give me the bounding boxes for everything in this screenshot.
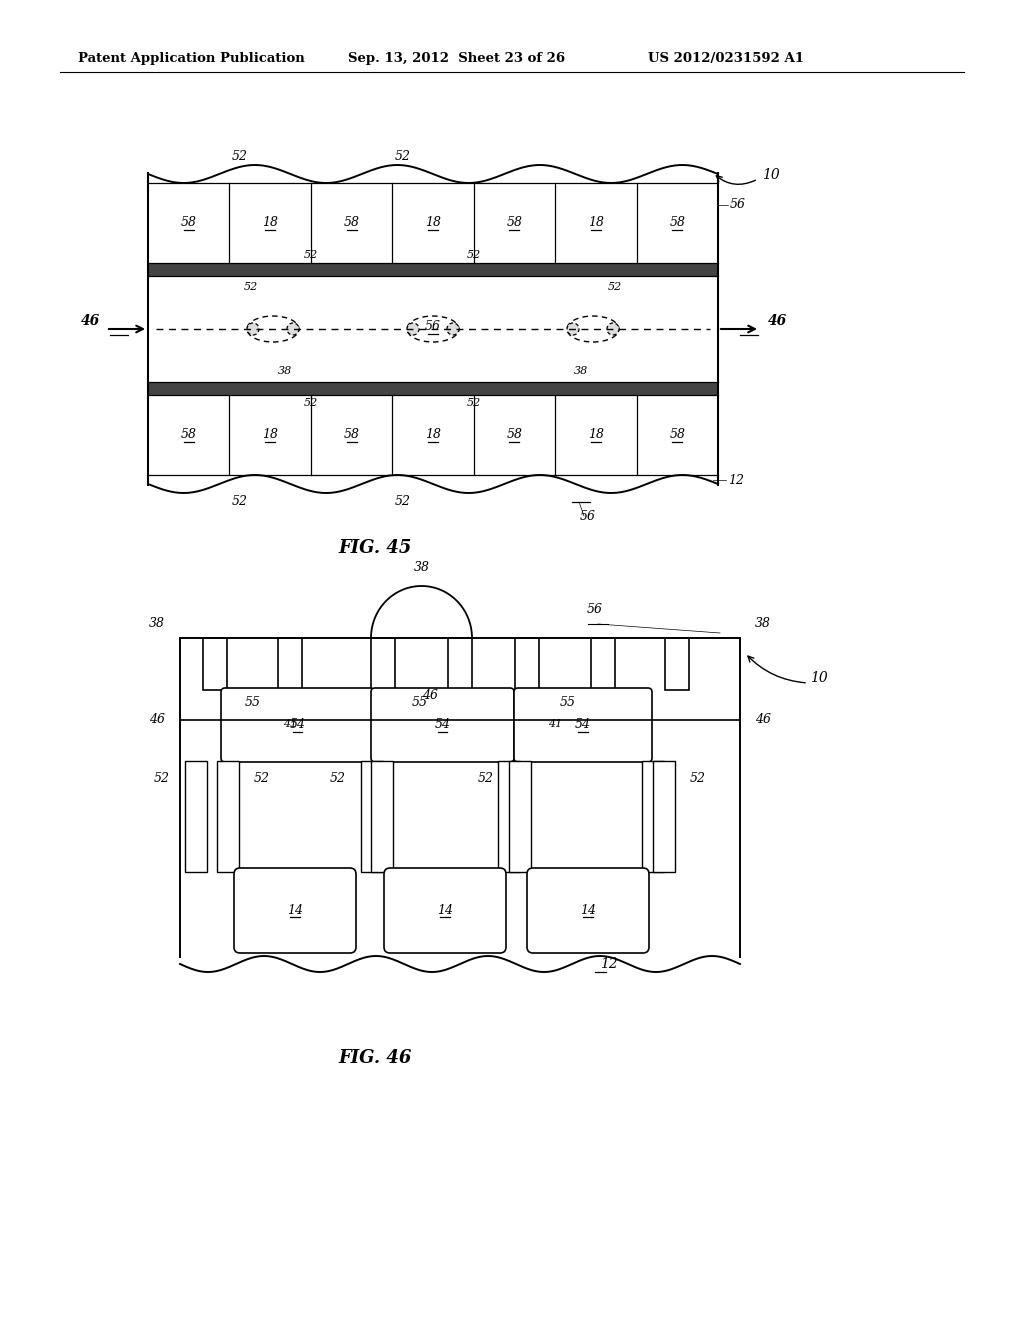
FancyBboxPatch shape — [527, 869, 649, 953]
Text: 58: 58 — [180, 216, 197, 230]
Text: 52: 52 — [478, 772, 494, 785]
Text: 46: 46 — [81, 314, 100, 327]
Ellipse shape — [407, 315, 459, 342]
Bar — [148, 263, 718, 276]
Circle shape — [607, 323, 618, 335]
Text: 38: 38 — [755, 616, 771, 630]
Text: 52: 52 — [330, 772, 346, 785]
Text: 52: 52 — [244, 282, 258, 292]
Circle shape — [567, 323, 579, 335]
Text: 10: 10 — [810, 671, 827, 685]
Text: 58: 58 — [670, 216, 685, 230]
Text: 18: 18 — [425, 429, 441, 441]
Text: 46: 46 — [150, 713, 165, 726]
Text: 58: 58 — [344, 216, 359, 230]
FancyBboxPatch shape — [234, 869, 356, 953]
Text: US 2012/0231592 A1: US 2012/0231592 A1 — [648, 51, 804, 65]
Text: 38: 38 — [573, 366, 588, 376]
FancyBboxPatch shape — [384, 869, 506, 953]
Text: 14: 14 — [287, 904, 303, 917]
Text: 52: 52 — [231, 150, 248, 162]
Text: 58: 58 — [180, 429, 197, 441]
Text: 56: 56 — [425, 321, 441, 334]
Text: 55: 55 — [560, 696, 575, 709]
FancyBboxPatch shape — [180, 638, 740, 960]
Text: 38: 38 — [278, 366, 292, 376]
Text: 46: 46 — [768, 314, 787, 327]
Bar — [361, 762, 383, 873]
Text: 58: 58 — [344, 429, 359, 441]
Text: 54: 54 — [575, 718, 591, 731]
Text: FIG. 45: FIG. 45 — [338, 539, 412, 557]
Text: 12: 12 — [600, 957, 617, 972]
Bar — [515, 638, 539, 690]
FancyBboxPatch shape — [514, 688, 652, 762]
Bar — [371, 638, 395, 690]
Text: 52: 52 — [394, 495, 411, 508]
Text: 14: 14 — [580, 904, 596, 917]
Bar — [498, 762, 520, 873]
Text: 52: 52 — [304, 399, 318, 408]
Text: 18: 18 — [262, 216, 279, 230]
Ellipse shape — [567, 315, 618, 342]
Text: 54: 54 — [434, 718, 451, 731]
Text: Patent Application Publication: Patent Application Publication — [78, 51, 305, 65]
Circle shape — [247, 323, 259, 335]
Circle shape — [447, 323, 459, 335]
Text: 58: 58 — [507, 216, 522, 230]
Bar — [653, 762, 675, 873]
Text: 52: 52 — [254, 772, 270, 785]
Text: 18: 18 — [588, 216, 604, 230]
Text: 12: 12 — [728, 474, 744, 487]
Text: 56: 56 — [580, 510, 596, 523]
Text: 52: 52 — [154, 772, 170, 785]
Bar — [217, 762, 239, 873]
FancyBboxPatch shape — [371, 688, 514, 762]
Text: 54: 54 — [290, 718, 305, 731]
Text: 18: 18 — [425, 216, 441, 230]
Bar — [371, 762, 393, 873]
Text: 55: 55 — [412, 696, 428, 709]
Bar — [203, 638, 227, 690]
Text: 58: 58 — [670, 429, 685, 441]
Bar — [148, 381, 718, 395]
FancyBboxPatch shape — [221, 688, 374, 762]
Text: 56: 56 — [587, 603, 603, 616]
Bar — [449, 638, 472, 690]
Bar — [665, 638, 689, 690]
Text: 52: 52 — [394, 150, 411, 162]
Text: 56: 56 — [730, 198, 746, 211]
Text: 52: 52 — [690, 772, 706, 785]
Text: 58: 58 — [507, 429, 522, 441]
Text: 14: 14 — [437, 904, 453, 917]
Text: Sep. 13, 2012  Sheet 23 of 26: Sep. 13, 2012 Sheet 23 of 26 — [348, 51, 565, 65]
Text: 52: 52 — [467, 399, 481, 408]
Text: 18: 18 — [588, 429, 604, 441]
Text: 52: 52 — [467, 249, 481, 260]
Bar — [185, 762, 207, 873]
Text: 41: 41 — [283, 719, 297, 729]
Bar — [642, 762, 664, 873]
Bar — [591, 638, 615, 690]
Circle shape — [287, 323, 299, 335]
Text: FIG. 46: FIG. 46 — [338, 1049, 412, 1067]
Text: 46: 46 — [755, 713, 771, 726]
Text: 55: 55 — [245, 696, 261, 709]
Bar — [278, 638, 302, 690]
Circle shape — [407, 323, 419, 335]
Text: 18: 18 — [262, 429, 279, 441]
Text: 41: 41 — [548, 719, 562, 729]
Text: 46: 46 — [422, 689, 438, 702]
Bar — [509, 762, 531, 873]
Ellipse shape — [247, 315, 299, 342]
Text: 52: 52 — [231, 495, 248, 508]
Text: 38: 38 — [150, 616, 165, 630]
Text: 38: 38 — [414, 561, 429, 574]
Text: 10: 10 — [762, 168, 779, 182]
Text: 52: 52 — [304, 249, 318, 260]
Text: 52: 52 — [608, 282, 623, 292]
